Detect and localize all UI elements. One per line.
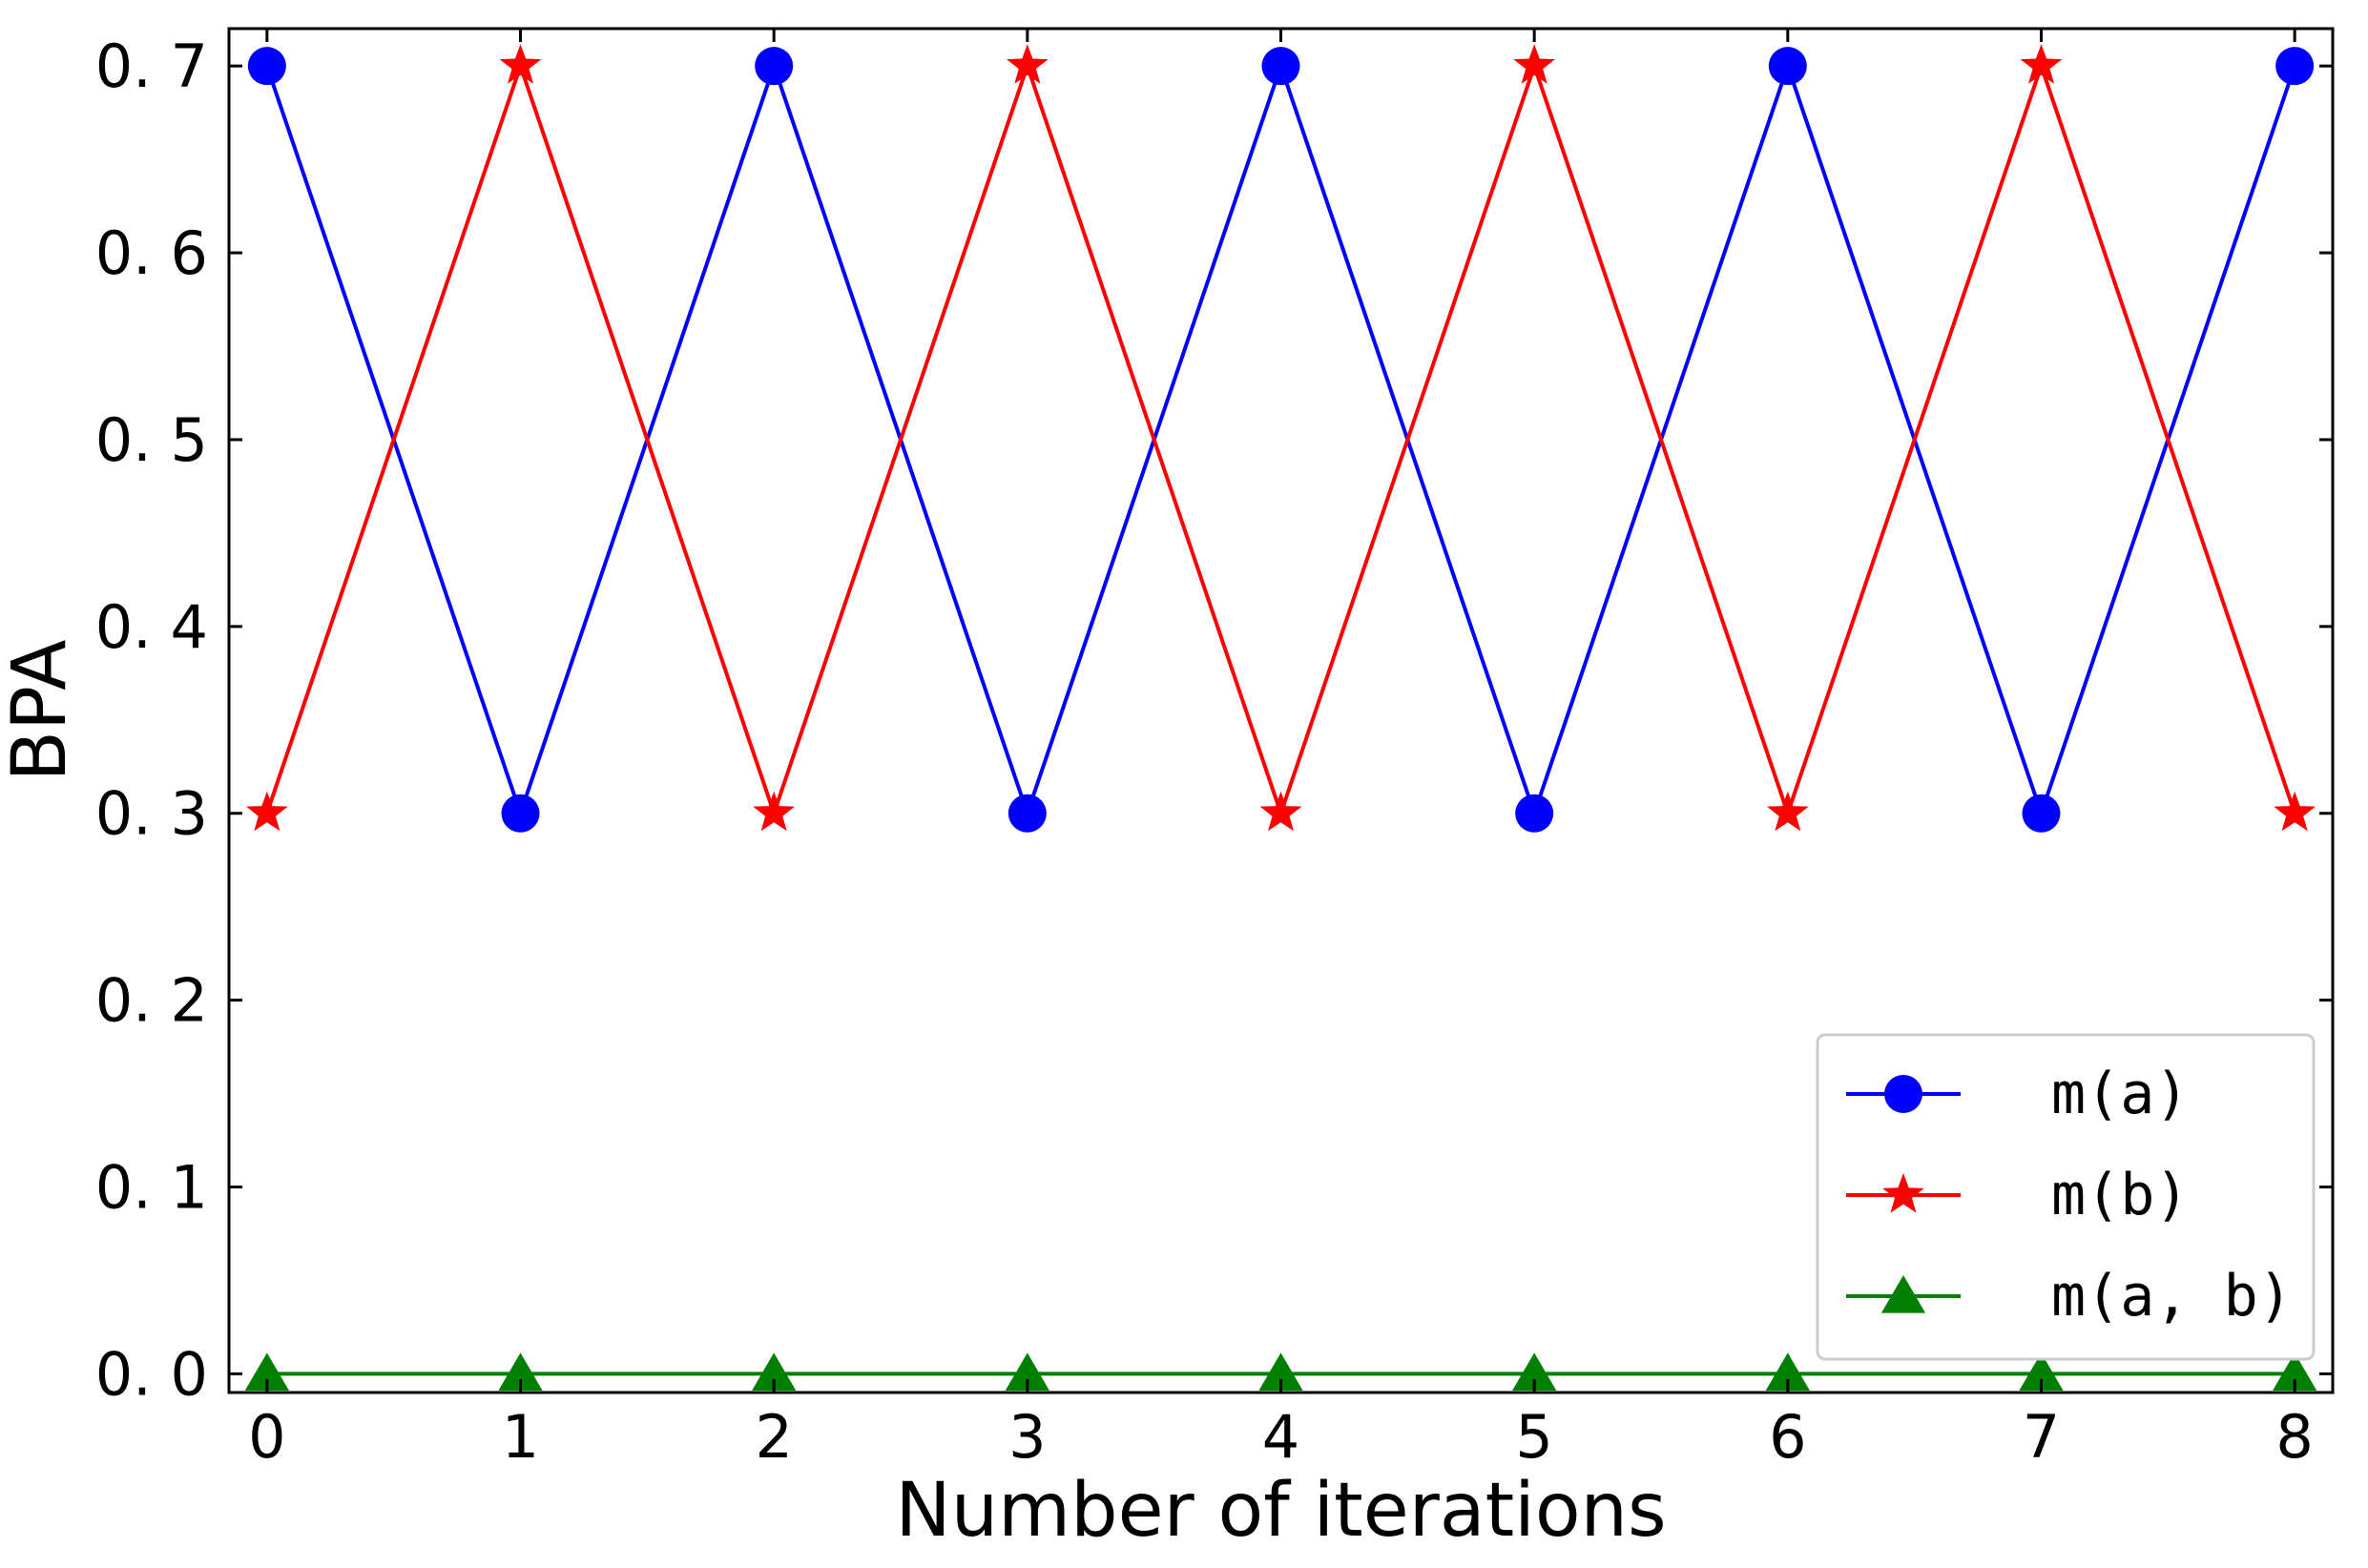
series-line — [264, 59, 2297, 819]
x-tick-label: 1 — [502, 1402, 539, 1472]
legend-label: m(b) — [2051, 1162, 2190, 1228]
legend: m(a) m(b) m(a, b) — [1816, 1033, 2316, 1361]
legend-marker — [1884, 1075, 1922, 1113]
data-point — [1512, 1352, 1557, 1392]
legend-item: m(b) — [1846, 1162, 2190, 1228]
x-tick-label: 2 — [755, 1402, 792, 1472]
data-point — [753, 791, 795, 832]
legend-item: m(a) — [1846, 1061, 2190, 1127]
data-point — [247, 47, 286, 86]
data-point — [2275, 47, 2315, 86]
data-point — [2019, 1352, 2064, 1392]
ticks-layer: 0 1 2 3 4 5 6 7 8 0. 0 0. 1 0. 2 0. 3 0. 4 0. 5 0. 6 0. … — [95, 29, 2333, 1472]
legend-items: m(a) m(b) m(a, b) — [1846, 1061, 2293, 1330]
data-point — [1258, 1352, 1303, 1392]
x-tick-label: 6 — [1769, 1402, 1806, 1472]
data-point — [498, 1352, 543, 1392]
y-axis-label: BPA — [0, 640, 83, 782]
series-line — [264, 59, 2297, 819]
data-point — [1768, 47, 1807, 86]
series-3 — [244, 1352, 2317, 1392]
data-point — [755, 47, 794, 86]
legend-marker — [1882, 1173, 1924, 1213]
y-tick-label: 0. 7 — [95, 31, 208, 101]
y-tick-label: 0. 6 — [95, 218, 208, 288]
series-layer — [244, 44, 2317, 1392]
data-point — [501, 794, 540, 833]
y-tick-label: 0. 0 — [95, 1339, 208, 1409]
data-point — [1007, 44, 1049, 84]
series-1 — [247, 47, 2315, 833]
data-point — [499, 44, 542, 84]
y-tick-label: 0. 2 — [95, 966, 208, 1036]
x-tick-label: 8 — [2275, 1402, 2313, 1472]
data-point — [752, 1352, 797, 1392]
data-point — [1261, 47, 1300, 86]
data-point — [2273, 1352, 2317, 1392]
data-point — [2020, 44, 2063, 84]
data-point — [1259, 791, 1302, 832]
y-tick-label: 0. 5 — [95, 405, 208, 475]
x-tick-label: 5 — [1515, 1402, 1552, 1472]
data-point — [1513, 44, 1555, 84]
x-tick-label: 7 — [2023, 1402, 2060, 1472]
legend-marker — [1880, 1275, 1926, 1313]
legend-item: m(a, b) — [1846, 1263, 2293, 1330]
data-point — [1765, 1352, 1810, 1392]
x-tick-label: 4 — [1262, 1402, 1299, 1472]
data-point — [2274, 791, 2316, 832]
y-tick-label: 0. 4 — [95, 592, 208, 662]
data-point — [2022, 794, 2061, 833]
legend-label: m(a) — [2051, 1061, 2190, 1127]
legend-box — [1816, 1033, 2316, 1361]
data-point — [246, 791, 288, 832]
data-point — [244, 1352, 289, 1392]
series-2 — [246, 44, 2316, 832]
x-tick-label: 3 — [1008, 1402, 1046, 1472]
legend-label: m(a, b) — [2051, 1263, 2293, 1330]
data-point — [1007, 794, 1047, 833]
data-point — [1767, 791, 1809, 832]
x-tick-label: 0 — [248, 1402, 285, 1472]
y-tick-label: 0. 1 — [95, 1153, 208, 1223]
data-point — [1515, 794, 1554, 833]
x-axis-label: Number of iterations — [895, 1468, 1666, 1554]
data-point — [1005, 1352, 1049, 1392]
y-tick-label: 0. 3 — [95, 779, 208, 849]
